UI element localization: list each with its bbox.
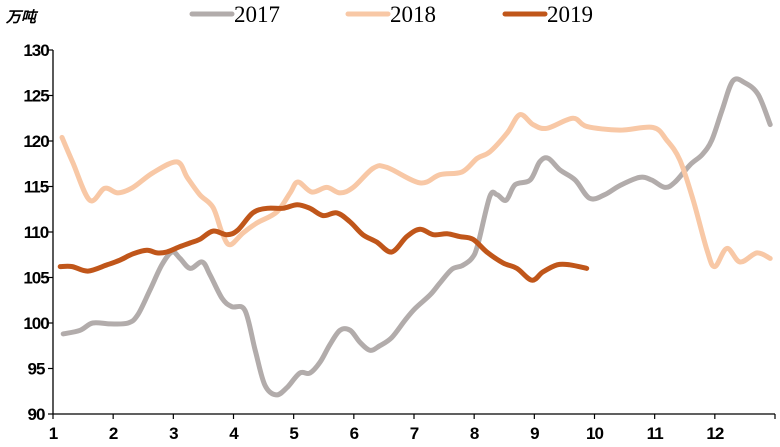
legend: 2017 2018 2019 — [189, 2, 593, 27]
series-line-2017 — [60, 76, 773, 398]
y-tick-label: 120 — [23, 132, 49, 151]
x-tick-label: 3 — [169, 424, 178, 443]
legend-label-2017: 2017 — [234, 2, 280, 27]
x-tick-label: 2 — [109, 424, 118, 443]
legend-label-2019: 2019 — [547, 2, 593, 27]
y-tick-label: 95 — [28, 360, 45, 379]
x-tick-label: 9 — [530, 424, 539, 443]
x-tick-label: 12 — [706, 424, 723, 443]
x-tick-label: 7 — [410, 424, 419, 443]
y-tick-label: 115 — [24, 178, 49, 197]
legend-label-2018: 2018 — [390, 2, 436, 27]
x-tick-label: 1 — [49, 424, 58, 443]
x-tick-label: 10 — [586, 424, 603, 443]
x-tick-label: 11 — [647, 424, 664, 443]
y-tick-label: 105 — [23, 269, 49, 288]
series-line-2018 — [59, 112, 773, 270]
y-tick-label: 125 — [23, 87, 49, 106]
y-ticks: 90 95 100 105 110 115 120 125 130 — [23, 41, 53, 424]
y-tick-label: 130 — [23, 41, 49, 60]
x-tick-label: 4 — [229, 424, 239, 443]
x-tick-label: 8 — [470, 424, 479, 443]
y-tick-label: 100 — [23, 314, 49, 333]
x-tick-label: 5 — [289, 424, 298, 443]
x-ticks: 1 2 3 4 5 6 7 8 9 10 11 12 — [49, 414, 776, 443]
y-axis-unit-label: 万吨 — [5, 8, 39, 26]
y-tick-label: 110 — [24, 223, 49, 242]
series-line-2019 — [57, 202, 590, 283]
series-group — [57, 76, 773, 398]
y-tick-label: 90 — [28, 405, 45, 424]
x-tick-label: 6 — [350, 424, 359, 443]
